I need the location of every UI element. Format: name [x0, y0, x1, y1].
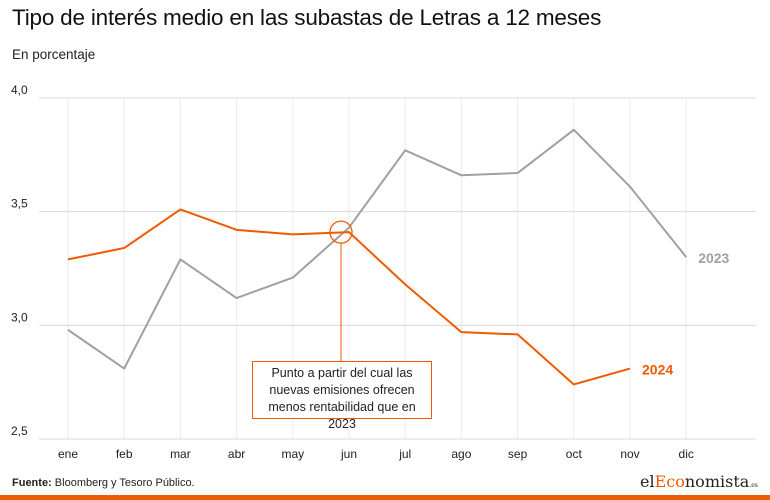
- y-tick-label: 3,0: [11, 310, 28, 324]
- x-tick-label: oct: [566, 447, 583, 461]
- x-tick-label: abr: [228, 447, 245, 461]
- brand-bar: [0, 495, 770, 500]
- logo-accent: Eco: [654, 472, 685, 491]
- series-label-2024: 2024: [642, 362, 673, 378]
- x-tick-label: ene: [58, 447, 78, 461]
- x-tick-label: ago: [451, 447, 471, 461]
- x-tick-label: feb: [116, 447, 133, 461]
- chart-title: Tipo de interés medio en las subastas de…: [12, 5, 602, 30]
- chart-subtitle: En porcentaje: [12, 47, 96, 62]
- y-tick-label: 4,0: [11, 83, 28, 97]
- x-tick-label: sep: [508, 447, 528, 461]
- line-chart: 2,5 3,0 3,5 4,0 ene feb mar abr may jun jul ago sep o…: [11, 83, 756, 461]
- source-note: Fuente: Bloomberg y Tesoro Público.: [12, 477, 195, 489]
- x-tick-label: may: [281, 447, 304, 461]
- x-tick-label: dic: [679, 447, 694, 461]
- source-text: Bloomberg y Tesoro Público.: [54, 477, 195, 489]
- y-tick-label: 2,5: [11, 424, 28, 438]
- series-line-2023: [67, 128, 687, 370]
- series-label-2023: 2023: [698, 250, 729, 266]
- x-tick-label: jul: [398, 447, 411, 461]
- brand-logo[interactable]: elEconomista.es: [640, 472, 758, 491]
- source-label: Fuente:: [12, 477, 52, 489]
- x-tick-label: jun: [340, 447, 357, 461]
- logo-suffix: nomista: [684, 472, 750, 491]
- logo-prefix: el: [640, 472, 655, 491]
- x-tick-label: mar: [170, 447, 191, 461]
- annotation-box: Punto a partir del cual las nuevas emisi…: [252, 361, 432, 431]
- x-tick-label: nov: [620, 447, 639, 461]
- y-tick-label: 3,5: [11, 197, 28, 211]
- logo-tld: .es: [749, 482, 758, 489]
